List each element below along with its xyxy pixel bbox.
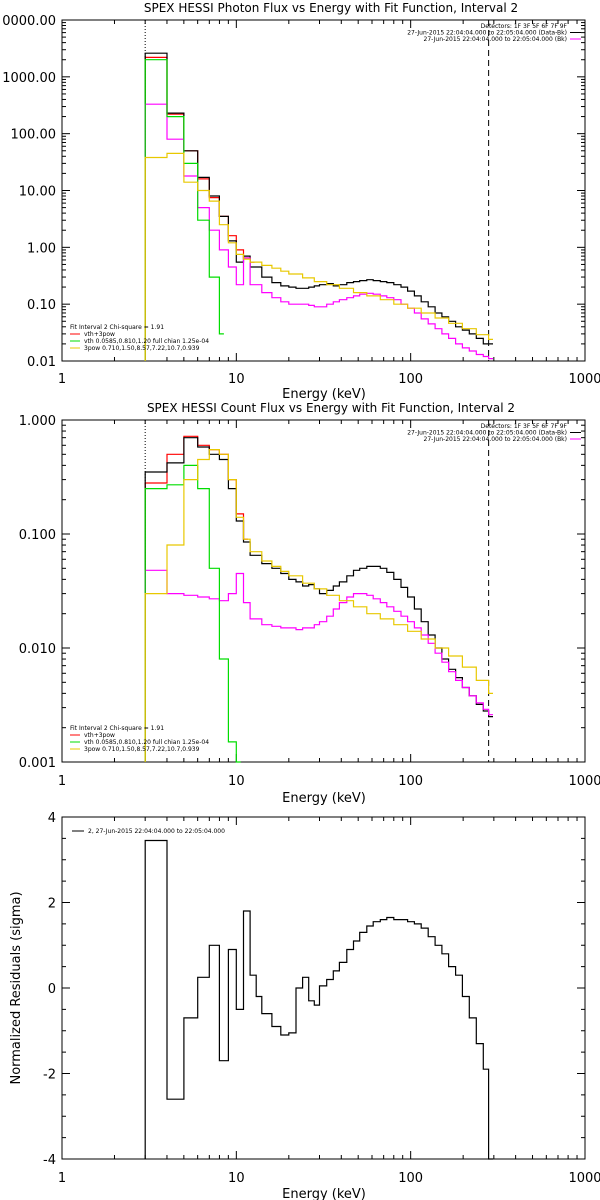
photon-flux-x-axis-label: Energy (keV) <box>282 387 366 402</box>
count-flux-header-text: 27-Jun-2015 22:04:04.000 to 22:05:04.000… <box>424 436 567 443</box>
residuals-x-tick-label: 10 <box>228 1171 245 1186</box>
count-flux-title: SPEX HESSI Count Flux vs Energy with Fit… <box>147 401 515 415</box>
photon-flux-title: SPEX HESSI Photon Flux vs Energy with Fi… <box>144 1 518 15</box>
photon-flux-legend-entry: Fit Interval 2 Chi-square = 1.91 <box>70 324 164 331</box>
residuals-x-tick-label: 100 <box>398 1171 423 1186</box>
residuals-y-tick-label: 4 <box>48 811 56 826</box>
photon-flux-header-text: 27-Jun-2015 22:04:04.000 to 22:05:04.000… <box>407 30 567 37</box>
count-flux-x-tick-label: 1000 <box>568 774 600 789</box>
count-flux-y-tick-label: 0.100 <box>19 528 56 543</box>
count-flux-plot-frame <box>61 419 586 763</box>
count-flux-x-axis-label: Energy (keV) <box>282 791 366 806</box>
photon-flux-x-tick-label: 1000 <box>568 372 600 387</box>
photon-flux-legend-entry: 3pow 0.710,1.50,8.57,7.22,10.7,0.939 <box>84 345 200 352</box>
photon-flux-plot-frame <box>61 19 586 362</box>
photon-flux-series-2 <box>144 103 493 361</box>
count-flux-panel: SPEX HESSI Count Flux vs Energy with Fit… <box>19 401 600 806</box>
residuals-x-tick-label: 1000 <box>568 1171 600 1186</box>
residuals-legend-entry: 2, 27-Jun-2015 22:04:04.000 to 22:05:04.… <box>88 828 225 835</box>
photon-flux-x-tick-label: 10 <box>228 372 245 387</box>
count-flux-x-tick-label: 100 <box>398 774 423 789</box>
count-flux-header-text: Detectors: 1F 3F 5F 6F 7F 9F <box>481 423 568 430</box>
photon-flux-panel: SPEX HESSI Photon Flux vs Energy with Fi… <box>2 1 600 402</box>
count-flux-series-4 <box>144 449 493 762</box>
residuals-x-tick-label: 1 <box>58 1171 66 1186</box>
residuals-y-tick-label: -2 <box>43 1068 56 1083</box>
photon-flux-y-tick-label: 1.00 <box>27 241 56 256</box>
count-flux-header-text: 27-Jun-2015 22:04:04.000 to 22:05:04.000… <box>407 430 567 437</box>
photon-flux-y-tick-label: 10.00 <box>19 185 56 200</box>
residuals-y-tick-label: -4 <box>43 1153 56 1168</box>
residuals-plot-frame <box>61 816 586 1160</box>
count-flux-series-3 <box>144 464 241 763</box>
residuals-y-axis-label: Normalized Residuals (sigma) <box>9 891 24 1084</box>
count-flux-y-tick-label: 0.010 <box>19 642 56 657</box>
photon-flux-series-0 <box>144 56 255 361</box>
photon-flux-y-tick-label: 0.10 <box>27 298 56 313</box>
photon-flux-legend-entry: vth 0.0585,0.810,1.20 full chian 1.25e-0… <box>84 338 209 345</box>
residuals-x-axis-label: Energy (keV) <box>282 1187 366 1200</box>
count-flux-legend-entry: 3pow 0.710,1.50,8.57,7.22,10.7,0.939 <box>84 746 200 753</box>
count-flux-y-tick-label: 0.001 <box>19 756 56 771</box>
count-flux-legend-entry: Fit Interval 2 Chi-square = 1.91 <box>70 725 164 732</box>
count-flux-y-tick-label: 1.000 <box>19 414 56 429</box>
count-flux-x-tick-label: 10 <box>228 774 245 789</box>
photon-flux-x-tick-label: 100 <box>398 372 423 387</box>
photon-flux-y-tick-label: 0000.00 <box>2 14 56 29</box>
photon-flux-series-3 <box>144 59 224 361</box>
photon-flux-y-tick-label: 1000.00 <box>2 71 56 86</box>
photon-flux-header-text: Detectors: 1F 3F 5F 6F 7F 9F <box>481 23 568 30</box>
count-flux-legend-entry: vth+3pow <box>84 732 115 739</box>
count-flux-series-0 <box>144 435 248 762</box>
residuals-series-0 <box>144 839 493 1160</box>
count-flux-series-2 <box>144 569 493 762</box>
photon-flux-x-tick-label: 1 <box>58 372 66 387</box>
residuals-y-tick-label: 0 <box>48 982 56 997</box>
photon-flux-y-tick-label: 0.01 <box>27 355 56 370</box>
residuals-panel: 1 10 100 1000 -4 -2 0 2 4 2, 27-Jun-2015 22:04:0… <box>9 811 600 1200</box>
photon-flux-y-tick-label: 100.00 <box>11 128 57 143</box>
residuals-y-tick-label: 2 <box>48 897 56 912</box>
photon-flux-legend-entry: vth+3pow <box>84 331 115 338</box>
count-flux-legend-entry: vth 0.0585,0.810,1.20 full chian 1.25e-0… <box>84 739 209 746</box>
photon-flux-header-text: 27-Jun-2015 22:04:04.000 to 22:05:04.000… <box>424 36 567 43</box>
count-flux-x-tick-label: 1 <box>58 774 66 789</box>
photon-flux-series-4 <box>144 152 493 361</box>
